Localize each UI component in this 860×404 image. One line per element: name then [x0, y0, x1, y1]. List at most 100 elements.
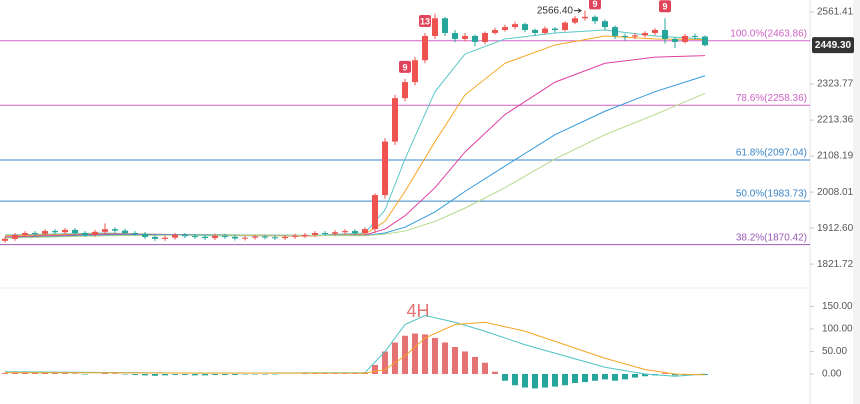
candle-body	[172, 234, 178, 238]
candle-body	[362, 229, 368, 234]
candle-body	[202, 236, 208, 239]
histogram-bar	[492, 371, 498, 374]
candle-body	[432, 18, 438, 36]
histogram-bar	[192, 374, 198, 376]
y-tick-label: 2323.77	[817, 79, 854, 90]
candle-body	[482, 32, 488, 42]
candle-body	[702, 36, 708, 46]
candle-body	[152, 236, 158, 239]
histogram-bar	[602, 374, 608, 380]
candle-body	[2, 238, 8, 241]
candle-body	[12, 234, 18, 239]
candle-body	[542, 28, 548, 33]
candle-body	[112, 229, 118, 231]
histogram-bar	[512, 374, 518, 386]
histogram-bar	[582, 374, 588, 383]
histogram-bar	[442, 342, 448, 374]
y-tick-label: 0.00	[822, 369, 842, 380]
candle-body	[332, 232, 338, 234]
candle-body	[472, 35, 478, 42]
histogram-bar	[532, 374, 538, 389]
last-price-label: 2449.30	[815, 40, 852, 51]
candle-body	[462, 35, 468, 39]
candle-body	[662, 30, 668, 39]
y-tick-label: 2213.36	[817, 115, 854, 126]
y-tick-label: 150.00	[822, 301, 853, 312]
candle-body	[592, 16, 598, 22]
y-tick-label: 2108.19	[817, 151, 854, 162]
histogram-bar	[212, 374, 218, 375]
candle-body	[512, 24, 518, 28]
candle-body	[612, 27, 618, 36]
td-marker-box	[419, 14, 431, 27]
candle-body	[62, 229, 68, 233]
candle-body	[672, 38, 678, 42]
histogram-bar	[562, 374, 568, 386]
histogram-bar	[662, 373, 668, 374]
histogram-bar	[42, 372, 48, 374]
pane-title: 4H	[406, 301, 429, 321]
candle-body	[52, 231, 58, 233]
y-tick-label: 2008.01	[817, 187, 854, 198]
candle-body	[372, 195, 378, 230]
candle-body	[132, 233, 138, 235]
candle-body	[32, 233, 38, 235]
histogram-bar	[632, 374, 638, 378]
indicator-line	[4, 321, 706, 376]
histogram-bar	[2, 373, 8, 374]
td-marker-label: 9	[402, 62, 407, 72]
candle-body	[122, 230, 128, 234]
candle-body	[572, 18, 578, 23]
candle-body	[282, 236, 288, 239]
candle-body	[22, 233, 28, 235]
td-marker-box	[399, 60, 411, 73]
moving-average	[4, 92, 706, 239]
histogram-bar	[382, 351, 388, 374]
histogram-bar	[152, 374, 158, 376]
histogram-bar	[62, 373, 68, 374]
candle-body	[632, 35, 638, 37]
histogram-bar	[472, 356, 478, 374]
candle-body	[622, 35, 628, 37]
candle-body	[452, 32, 458, 39]
candle-body	[142, 233, 148, 237]
y-tick-label: 1821.72	[817, 259, 854, 270]
td-marker-label: 9	[592, 0, 597, 9]
candle-body	[272, 237, 278, 239]
candle-body	[222, 235, 228, 237]
candle-body	[562, 22, 568, 31]
histogram-bar	[592, 374, 598, 381]
histogram-bar	[452, 347, 458, 374]
candle-body	[642, 32, 648, 36]
candle-body	[342, 231, 348, 233]
candle-body	[72, 229, 78, 234]
candle-body	[42, 231, 48, 234]
candle-body	[352, 231, 358, 234]
histogram-bar	[182, 374, 188, 375]
candle-body	[382, 141, 388, 196]
fib-label: 100.0%(2463.86)	[730, 28, 807, 39]
candle-body	[322, 233, 328, 235]
candle-body	[552, 28, 558, 31]
td-marker-label: 9	[662, 2, 667, 12]
histogram-bar	[542, 374, 548, 388]
td-marker-box	[659, 0, 671, 13]
histogram-bar	[372, 365, 378, 374]
candle-body	[602, 21, 608, 28]
histogram-bar	[482, 362, 488, 374]
histogram-bar	[552, 374, 558, 387]
candle-body	[82, 233, 88, 235]
candle-body	[312, 233, 318, 235]
candle-body	[412, 60, 418, 83]
scrollbar[interactable]	[853, 0, 860, 404]
candle-body	[582, 16, 588, 19]
candle-body	[302, 234, 308, 236]
histogram-bar	[142, 374, 148, 376]
candle-body	[692, 35, 698, 37]
candle-body	[192, 236, 198, 238]
last-price-box	[812, 37, 854, 54]
histogram-bar	[522, 374, 528, 388]
candle-body	[502, 27, 508, 31]
histogram-bar	[162, 374, 168, 376]
candle-body	[422, 35, 428, 61]
